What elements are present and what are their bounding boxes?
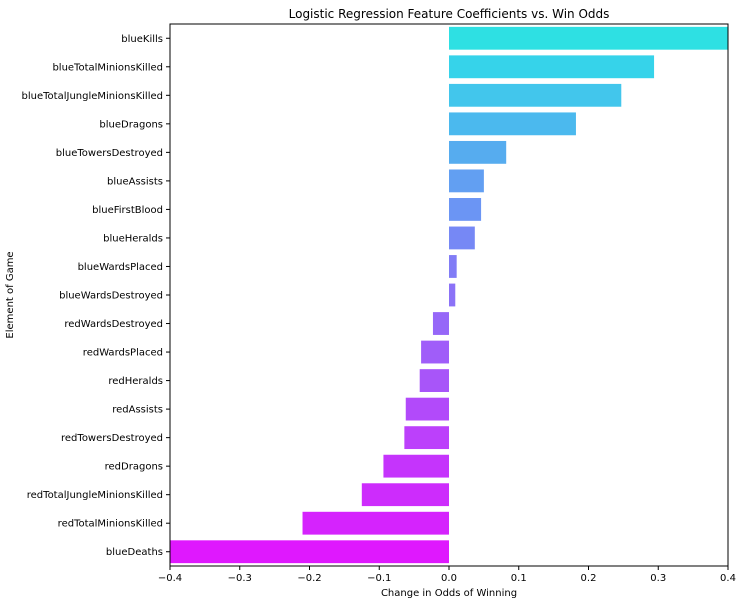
x-tick-label: −0.2: [297, 573, 321, 584]
y-tick-label: redAssists: [112, 405, 163, 416]
bar-redTowersDestroyed: [404, 426, 449, 450]
y-tick-label: blueKills: [121, 34, 163, 45]
y-tick-labels: blueKills blueTotalMinionsKilled blueTotal…: [22, 34, 170, 558]
y-tick-label: redTotalMinionsKilled: [58, 519, 163, 530]
bar-blueWardsPlaced: [449, 255, 457, 278]
plot-frame: [169, 23, 729, 567]
bar-redDragons: [383, 454, 449, 478]
x-axis-title: Change in Odds of Winning: [381, 588, 517, 599]
y-tick-label: blueDragons: [99, 119, 163, 130]
bar-blueAssists: [449, 169, 484, 193]
bar-blueTotalJungleMinionsKilled: [449, 83, 622, 107]
bar-blueTowersDestroyed: [449, 140, 507, 164]
x-tick-label: 0.4: [720, 573, 736, 584]
y-tick-label: blueTowersDestroyed: [56, 148, 163, 159]
y-tick-label: blueTotalMinionsKilled: [52, 62, 163, 73]
bar-blueFirstBlood: [449, 198, 482, 221]
y-tick-label: redTowersDestroyed: [61, 433, 163, 444]
bars-group: [170, 26, 728, 564]
y-tick-label: blueAssists: [107, 176, 163, 187]
bar-redWardsDestroyed: [432, 312, 449, 335]
y-tick-label: redTotalJungleMinionsKilled: [27, 490, 163, 501]
x-tick-label: −0.3: [228, 573, 252, 584]
bar-blueTotalMinionsKilled: [449, 55, 655, 79]
y-tick-label: blueTotalJungleMinionsKilled: [22, 91, 163, 102]
y-tick-label: blueDeaths: [106, 547, 163, 558]
y-axis-title: Element of Game: [5, 251, 16, 338]
y-tick-label: redHeralds: [108, 376, 163, 387]
y-tick-label: blueWardsDestroyed: [59, 291, 163, 302]
y-tick-label: blueHeralds: [103, 233, 163, 244]
bar-redAssists: [405, 397, 449, 421]
x-tick-label: 0.2: [581, 573, 597, 584]
y-tick-label: blueFirstBlood: [92, 205, 163, 216]
bar-redTotalMinionsKilled: [302, 511, 449, 535]
bar-blueWardsDestroyed: [449, 283, 456, 307]
bar-blueHeralds: [449, 226, 475, 250]
bar-blueDeaths: [170, 540, 449, 564]
bar-redTotalJungleMinionsKilled: [361, 483, 449, 507]
y-tick-label: blueWardsPlaced: [78, 262, 163, 273]
x-tick-label: 0.0: [441, 573, 457, 584]
bar-redWardsPlaced: [421, 340, 449, 364]
bar-blueKills: [449, 26, 728, 50]
y-tick-label: redWardsPlaced: [83, 348, 163, 359]
x-tick-label: 0.3: [650, 573, 666, 584]
x-tick-labels: −0.4 −0.3 −0.2 −0.1 0.0 0.1 0.2 0.3 0.4: [158, 566, 736, 584]
y-tick-label: redDragons: [105, 462, 163, 473]
x-tick-label: 0.1: [511, 573, 527, 584]
bar-redHeralds: [419, 369, 449, 392]
chart-title: Logistic Regression Feature Coefficients…: [289, 7, 610, 21]
x-tick-label: −0.4: [158, 573, 182, 584]
y-tick-label: redWardsDestroyed: [64, 319, 163, 330]
bar-blueDragons: [449, 112, 576, 136]
x-tick-label: −0.1: [367, 573, 391, 584]
